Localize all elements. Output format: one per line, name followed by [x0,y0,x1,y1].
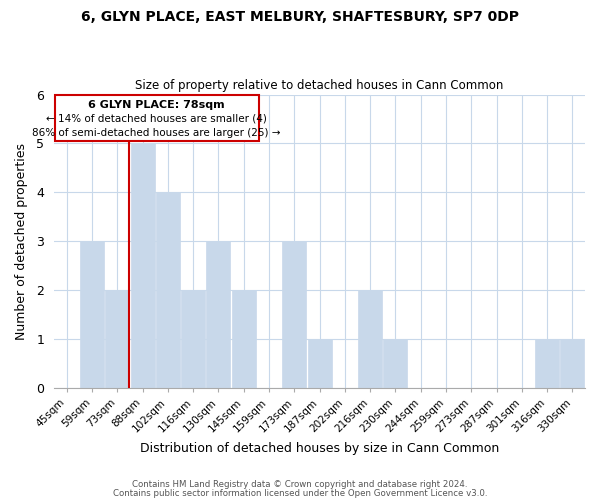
Bar [383,339,407,388]
Title: Size of property relative to detached houses in Cann Common: Size of property relative to detached ho… [136,79,504,92]
Bar [232,290,256,388]
Text: Contains public sector information licensed under the Open Government Licence v3: Contains public sector information licen… [113,490,487,498]
Bar [308,339,332,388]
Text: ← 14% of detached houses are smaller (4): ← 14% of detached houses are smaller (4) [46,114,267,124]
Bar [156,192,180,388]
Bar [131,144,155,388]
Text: 86% of semi-detached houses are larger (25) →: 86% of semi-detached houses are larger (… [32,128,281,138]
Bar [282,241,306,388]
Bar [560,339,584,388]
Bar [80,241,104,388]
Text: 6 GLYN PLACE: 78sqm: 6 GLYN PLACE: 78sqm [88,100,225,110]
FancyBboxPatch shape [55,94,259,141]
Bar [181,290,205,388]
Bar [206,241,230,388]
Bar [535,339,559,388]
Bar [358,290,382,388]
Bar [105,290,129,388]
Y-axis label: Number of detached properties: Number of detached properties [15,142,28,340]
X-axis label: Distribution of detached houses by size in Cann Common: Distribution of detached houses by size … [140,442,499,455]
Text: Contains HM Land Registry data © Crown copyright and database right 2024.: Contains HM Land Registry data © Crown c… [132,480,468,489]
Text: 6, GLYN PLACE, EAST MELBURY, SHAFTESBURY, SP7 0DP: 6, GLYN PLACE, EAST MELBURY, SHAFTESBURY… [81,10,519,24]
